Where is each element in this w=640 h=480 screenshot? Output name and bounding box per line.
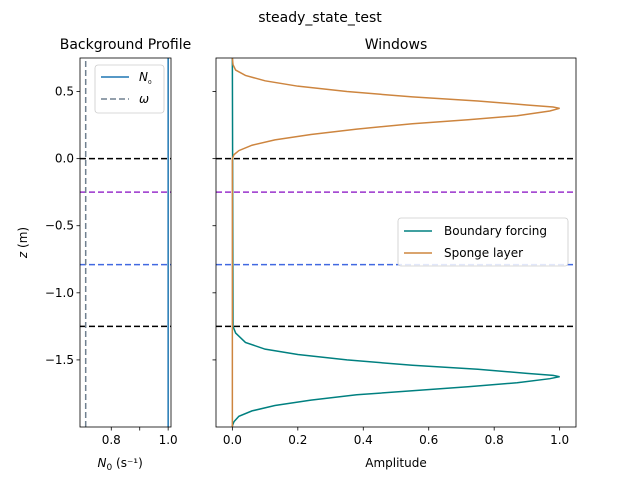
y-tick-label: 0.5 [55,85,74,99]
x-tick-label: 0.8 [485,433,504,447]
figure-title: steady_state_test [258,10,382,26]
axes-title: Windows [365,37,428,53]
legend-label: ω [139,92,149,106]
plot-area [80,58,171,427]
legend-box [94,64,165,114]
y-tick-label: −1.0 [45,286,74,300]
x-tick-label: 0.2 [288,433,307,447]
series-line [231,58,560,427]
x-axis-label: N0 (s⁻¹) [98,456,143,473]
y-axis-label: z (m) [16,227,30,259]
x-tick-label: 0.4 [354,433,373,447]
background-profile-axes: Background Profile 0.8 1.0 −1.5 −1.0 −0.5 0.0 0… [16,37,191,473]
axes-title: Background Profile [60,37,192,53]
x-tick-label: 0.0 [223,433,242,447]
y-tick-label: −0.5 [45,219,74,233]
plot-area [216,58,576,427]
legend-label: Sponge layer [444,246,523,260]
x-tick-label: 0.6 [419,433,438,447]
series-line [231,58,560,427]
x-tick-label: 1.0 [550,433,569,447]
legend-label: Boundary forcing [444,224,547,238]
y-tick-label: −1.5 [45,353,74,367]
axes-frame [215,57,577,428]
legend-box [397,217,569,267]
axes-frame [79,57,172,428]
legend-label: N₀ [139,70,152,87]
x-tick-label: 0.8 [102,433,121,447]
x-tick-label: 1.0 [159,433,178,447]
x-axis-label: Amplitude [365,456,427,470]
y-tick-label: 0.0 [55,152,74,166]
windows-axes: Windows 0.0 0.2 0.4 0.6 0.8 1.0 Boundary forcin… [212,37,577,470]
